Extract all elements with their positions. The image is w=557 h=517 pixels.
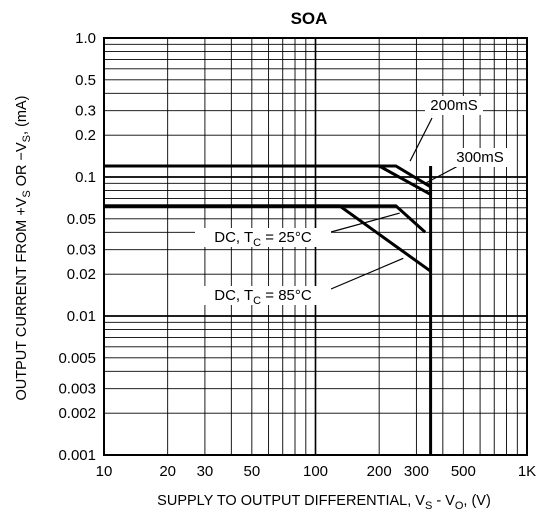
plot-frame [103,37,528,456]
annotation-leader [424,165,459,184]
y-tick-label: 0.002 [58,405,96,422]
annotation-label: DC, TC = 25°C [214,229,312,249]
annotation-leader [330,212,400,233]
y-tick-label: 1.0 [75,30,96,47]
annotation-label: DC, TC = 85°C [214,287,312,307]
chart-title: SOA [291,9,328,28]
x-tick-label: 20 [159,463,176,480]
y-tick-labels: 1.0 0.5 0.3 0.2 0.1 0.05 0.03 0.02 0.01 0.005 0.00… [58,30,96,464]
annotations: 200mS 300mS DC, TC = 25°C DC, TC = 85°C [195,96,509,307]
annotation-label: 300mS [456,149,504,166]
x-tick-label: 1K [518,463,536,480]
x-tick-label: 500 [451,463,476,480]
x-tick-label: 10 [96,463,113,480]
x-tick-label: 30 [197,463,214,480]
grid-lines [103,37,528,456]
y-tick-label: 0.003 [58,381,96,398]
annotation-background [195,286,331,305]
annotation-background [451,148,509,167]
y-tick-label: 0.01 [67,308,96,325]
y-tick-label: 0.03 [67,242,96,259]
data-series [104,164,433,455]
y-tick-label: 0.02 [67,266,96,283]
x-tick-labels: 10 20 30 50 100 200 300 500 1K [96,463,537,480]
x-tick-label: 200 [367,463,392,480]
series-line [378,164,432,196]
y-tick-label: 0.5 [75,72,96,89]
y-tick-label: 0.1 [75,169,96,186]
x-tick-label: 50 [243,463,260,480]
annotation-background [425,96,483,115]
annotation-leader [330,257,404,290]
y-tick-label: 0.001 [58,447,96,464]
y-tick-label: 0.2 [75,127,96,144]
y-axis-label: OUTPUT CURRENT FROM +VS OR −VS, (mA) [14,96,33,401]
x-axis-label: SUPPLY TO OUTPUT DIFFERENTIAL, VS - VO, … [157,493,491,512]
annotation-leader [409,117,433,162]
y-tick-label: 0.3 [75,103,96,120]
annotation-label: 200mS [430,97,478,114]
series-line [104,204,432,273]
y-tick-label: 0.005 [58,350,96,367]
series-line [104,164,432,189]
x-tick-label: 100 [303,463,328,480]
annotation-background [195,228,331,247]
x-tick-label: 300 [404,463,429,480]
y-tick-label: 0.05 [67,211,96,228]
